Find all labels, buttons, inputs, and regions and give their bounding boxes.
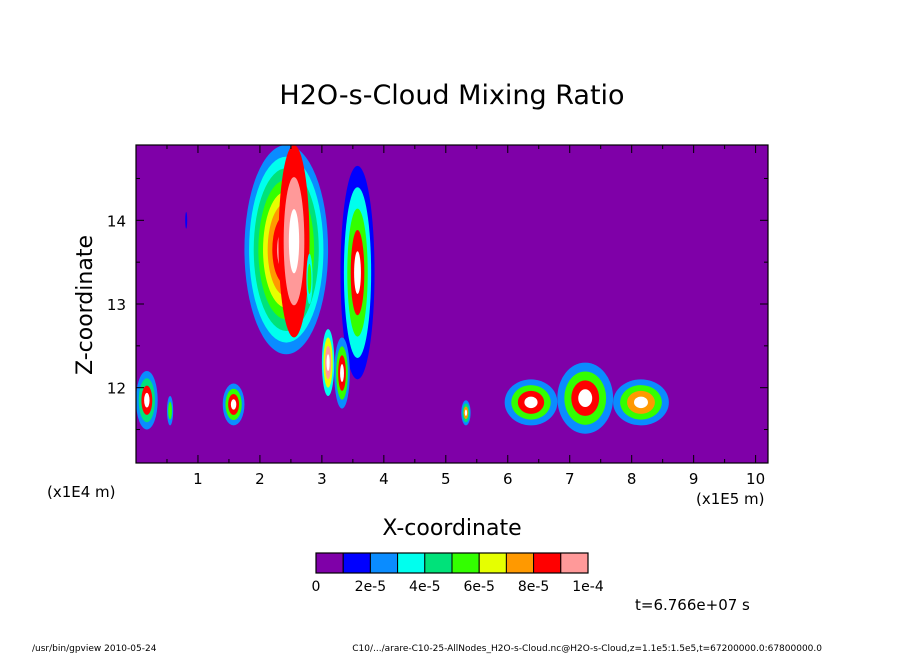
colorbar-swatch xyxy=(397,552,426,574)
x-tick-label: 5 xyxy=(441,470,451,488)
cloud-core xyxy=(340,364,344,382)
cloud-cell xyxy=(278,145,310,338)
colorbar-tick-label: 2e-5 xyxy=(355,579,386,595)
colorbar-swatch xyxy=(342,552,371,574)
cloud-cell xyxy=(166,396,174,426)
x-tick-label: 3 xyxy=(317,470,327,488)
x-tick-label: 1 xyxy=(193,470,203,488)
colorbar-tick-label: 8e-5 xyxy=(518,579,549,595)
colorbar-swatch xyxy=(478,552,507,574)
colorbar-swatch xyxy=(369,552,399,574)
cloud-cell xyxy=(557,362,614,434)
cloud-core xyxy=(578,389,593,408)
cloud-contour xyxy=(307,263,312,294)
colorbar-swatch xyxy=(315,552,344,574)
colorbar-tick-label: 6e-5 xyxy=(463,579,494,595)
footer-right: C10/.../arare-C10-25-AllNodes_H2O-s-Clou… xyxy=(352,644,822,654)
cloud-core xyxy=(524,396,538,409)
cloud-cell xyxy=(504,379,558,426)
cloud-core xyxy=(354,251,361,294)
cloud-cell xyxy=(340,165,375,380)
cloud-cell xyxy=(306,253,313,304)
colorbar-tick-label: 0 xyxy=(312,579,321,595)
cloud-core xyxy=(464,409,468,416)
y-tick-label: 14 xyxy=(107,212,126,230)
x-tick-label: 4 xyxy=(379,470,389,488)
y-unit-label: (x1E4 m) xyxy=(47,483,116,501)
cloud-contour xyxy=(168,401,172,420)
x-tick-label: 8 xyxy=(627,470,637,488)
x-unit-label: (x1E5 m) xyxy=(696,490,765,508)
cloud-cell xyxy=(185,211,188,229)
cloud-cell xyxy=(321,329,335,397)
x-tick-label: 7 xyxy=(565,470,575,488)
y-tick-label: 12 xyxy=(107,380,126,398)
cloud-cell xyxy=(334,337,350,409)
cloud-core xyxy=(288,209,300,274)
y-tick-label: 13 xyxy=(107,296,126,314)
x-axis: 1 2 3 4 5 6 7 8 9 10 xyxy=(166,145,765,488)
cloud-core xyxy=(230,399,237,410)
colorbar-frame xyxy=(315,552,589,574)
chart-title: H2O-s-Cloud Mixing Ratio xyxy=(279,80,624,111)
y-axis-label: Z-coordinate xyxy=(73,235,98,375)
colorbar-tick-label: 4e-5 xyxy=(409,579,440,595)
cloud-core xyxy=(326,354,330,371)
x-tick-label: 9 xyxy=(689,470,699,488)
colorbar: 0 2e-5 4e-5 6e-5 8e-5 1e-4 xyxy=(312,552,604,595)
colorbar-swatch xyxy=(560,552,589,574)
cloud-cells xyxy=(136,145,669,434)
x-tick-label: 10 xyxy=(746,470,765,488)
colorbar-swatch xyxy=(505,552,535,574)
cloud-cell xyxy=(461,400,471,426)
x-tick-label: 6 xyxy=(503,470,513,488)
x-axis-label: X-coordinate xyxy=(382,516,521,541)
cloud-cell xyxy=(136,370,158,430)
colorbar-swatch xyxy=(533,552,562,574)
cloud-cell xyxy=(222,383,245,426)
x-tick-label: 2 xyxy=(255,470,265,488)
cloud-core xyxy=(144,392,150,408)
cloud-cell xyxy=(613,379,669,426)
cloud-core xyxy=(634,396,648,409)
colorbar-swatch xyxy=(451,552,480,574)
colorbar-tick-label: 1e-4 xyxy=(572,579,604,595)
footer-left: /usr/bin/gpview 2010-05-24 xyxy=(32,644,157,654)
time-label: t=6.766e+07 s xyxy=(635,596,750,614)
colorbar-swatch xyxy=(424,552,453,574)
y-axis: 12 13 14 xyxy=(107,177,768,431)
cloud-contour xyxy=(185,211,188,229)
